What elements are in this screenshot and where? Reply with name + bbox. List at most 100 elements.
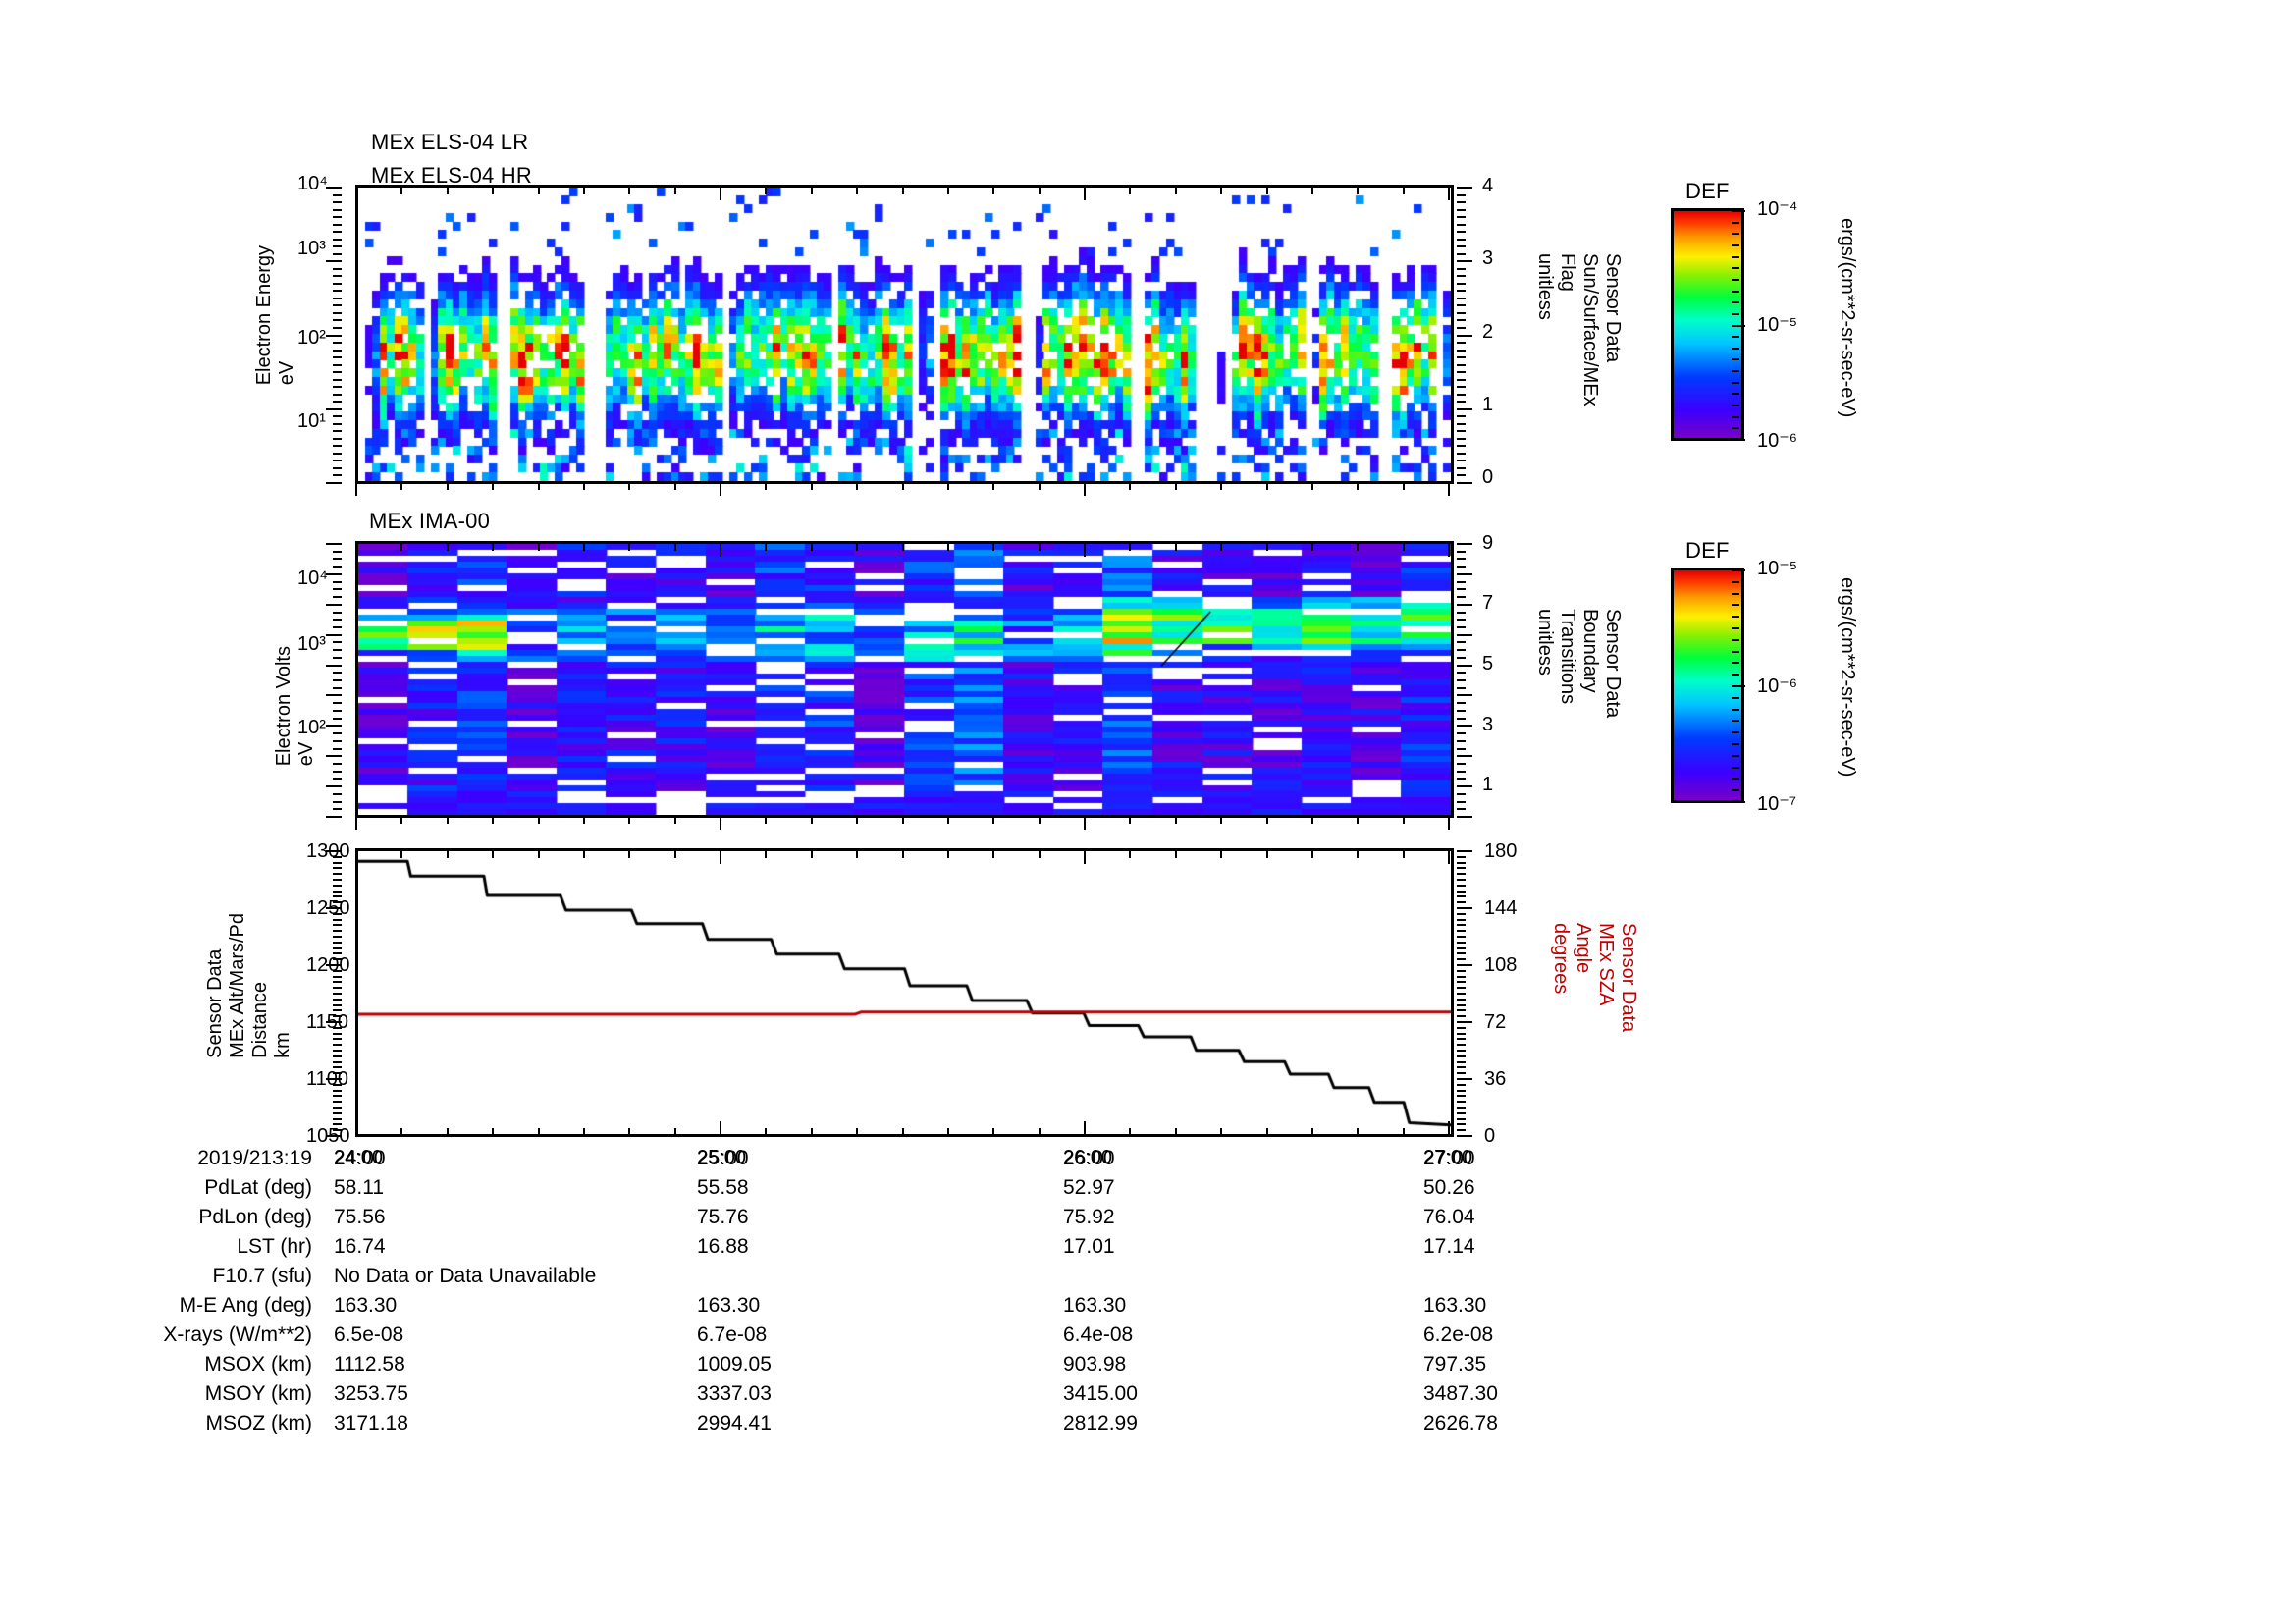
axis-tick [333,732,342,735]
axis-tick [1310,816,1313,824]
axis-tick [333,975,342,978]
xaxis-tick-2: 26:00 [1063,1147,1113,1168]
axis-tick [1084,187,1086,200]
axis-tick [1457,879,1466,881]
colorbar-tick [1732,255,1739,258]
axis-tick [1457,993,1466,995]
panel3-line-chart [358,851,1451,1134]
axis-tick [1457,437,1466,440]
axis-tick [1457,1009,1466,1012]
axis-tick [1457,334,1472,337]
axis-tick [333,267,342,270]
panel1-plot-area[interactable] [355,185,1454,484]
panel1-rtick-0: 0 [1482,466,1494,488]
axis-tick [326,543,342,545]
colorbar-tick [1732,370,1739,373]
colorbar-tick [1732,604,1739,607]
axis-tick [492,482,495,490]
info-row-value: 76.04 [1423,1206,1475,1228]
colorbar-tick [1732,580,1739,583]
axis-tick [1457,349,1466,352]
axis-tick [1457,386,1466,389]
axis-tick [333,1083,342,1086]
axis-tick [1457,550,1466,553]
axis-tick [582,482,585,490]
axis-tick [400,543,403,551]
colorbar2-max: 10⁻⁵ [1757,558,1798,579]
axis-tick [333,282,342,285]
axis-tick [1457,694,1472,697]
info-row-value: 16.74 [334,1235,386,1258]
axis-tick [765,816,768,824]
axis-tick [355,850,357,864]
axis-tick [810,850,813,858]
axis-tick [333,641,342,644]
axis-tick [333,778,342,781]
axis-tick [1357,482,1360,490]
colorbar-tick [1732,221,1739,224]
panel2-plot-area[interactable] [355,541,1454,818]
axis-tick [333,356,342,359]
axis-tick [537,850,540,858]
axis-tick [326,785,342,788]
axis-tick [326,725,342,728]
panel3-plot-area[interactable] [355,848,1454,1137]
axis-tick [333,709,342,712]
axis-tick [333,1111,342,1114]
info-row-value: 3171.18 [334,1412,408,1434]
axis-tick [400,850,403,858]
axis-tick [1457,664,1472,667]
axis-tick [673,816,676,824]
panel2-ytick-1e3: 10³ [297,633,326,655]
axis-tick [333,867,342,870]
axis-tick [333,918,342,921]
colorbar1-mid: 10⁻⁵ [1757,314,1798,336]
axis-tick [1174,850,1177,858]
info-row-label: 2019/213:19 [197,1147,312,1169]
axis-tick [1457,1129,1466,1132]
axis-tick [1457,679,1466,681]
axis-tick [1457,969,1466,972]
colorbar-tick [1732,627,1739,629]
axis-tick [1457,304,1466,307]
axis-tick [1457,1107,1466,1109]
axis-tick [1457,912,1466,915]
axis-tick [446,1128,449,1137]
axis-tick [1457,998,1466,1001]
axis-tick [1357,187,1360,194]
axis-tick [1038,850,1041,858]
axis-tick [333,349,342,352]
axis-tick [1457,208,1466,211]
axis-tick [333,580,342,583]
axis-tick [1457,474,1466,477]
axis-tick [1457,371,1466,374]
axis-tick [1457,808,1466,811]
axis-tick [1457,895,1466,898]
axis-tick [582,187,585,194]
axis-tick [1265,816,1268,824]
axis-tick [901,850,904,858]
info-row-label: MSOY (km) [204,1382,312,1405]
colorbar-tick [1732,685,1745,687]
info-row-value: 25:00 [697,1147,749,1169]
colorbar-tick [1732,427,1739,430]
axis-tick [492,543,495,551]
axis-tick [1038,1128,1041,1137]
axis-tick [333,216,342,219]
axis-tick [446,187,449,194]
axis-tick [1084,1121,1086,1137]
axis-tick [765,850,768,858]
axis-tick [333,558,342,561]
info-row-value: 50.26 [1423,1176,1475,1199]
axis-tick [537,816,540,824]
axis-tick [720,482,721,496]
axis-tick [1448,543,1450,557]
axis-tick [1457,1055,1466,1057]
axis-tick [1457,625,1466,628]
axis-tick [492,850,495,858]
colorbar-tick [1732,592,1739,595]
axis-tick [1220,543,1223,551]
axis-tick [1457,901,1466,904]
colorbar-tick [1732,210,1745,212]
axis-tick [1174,543,1177,551]
